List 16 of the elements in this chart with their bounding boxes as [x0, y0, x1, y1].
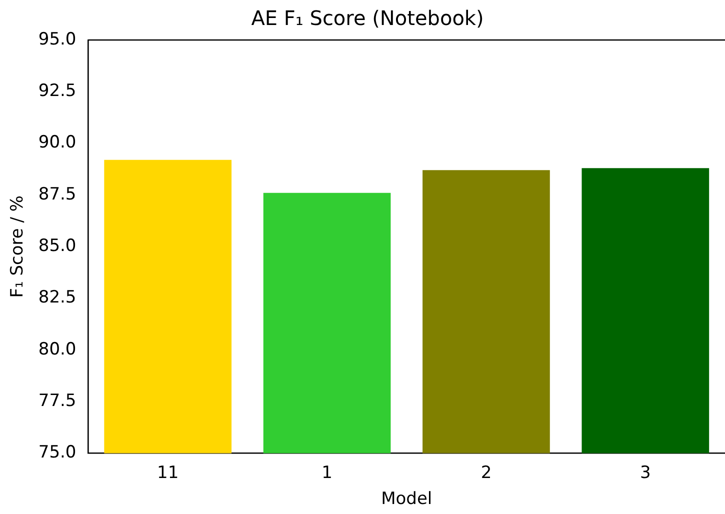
y-tick-label: 92.5: [38, 81, 76, 102]
x-tick-label: 11: [157, 462, 179, 483]
x-tick-label: 1: [322, 462, 332, 483]
y-tick-label: 87.5: [38, 184, 76, 204]
x-axis-title: Model: [381, 489, 432, 510]
y-tick-label: 95.0: [38, 29, 76, 50]
y-tick-label: 82.5: [38, 288, 76, 308]
y-tick-label: 85.0: [38, 236, 76, 256]
y-tick-label: 90.0: [38, 132, 76, 153]
chart-title: AE F₁ Score (Notebook): [251, 6, 484, 30]
y-tick-label: 75.0: [38, 442, 76, 463]
x-tick-label: 2: [480, 462, 492, 483]
x-tick-label: 3: [640, 462, 651, 483]
y-tick-label: 80.0: [38, 339, 76, 360]
y-axis-title: F₁ Score / %: [8, 195, 28, 298]
y-tick-label: 77.5: [38, 390, 76, 411]
